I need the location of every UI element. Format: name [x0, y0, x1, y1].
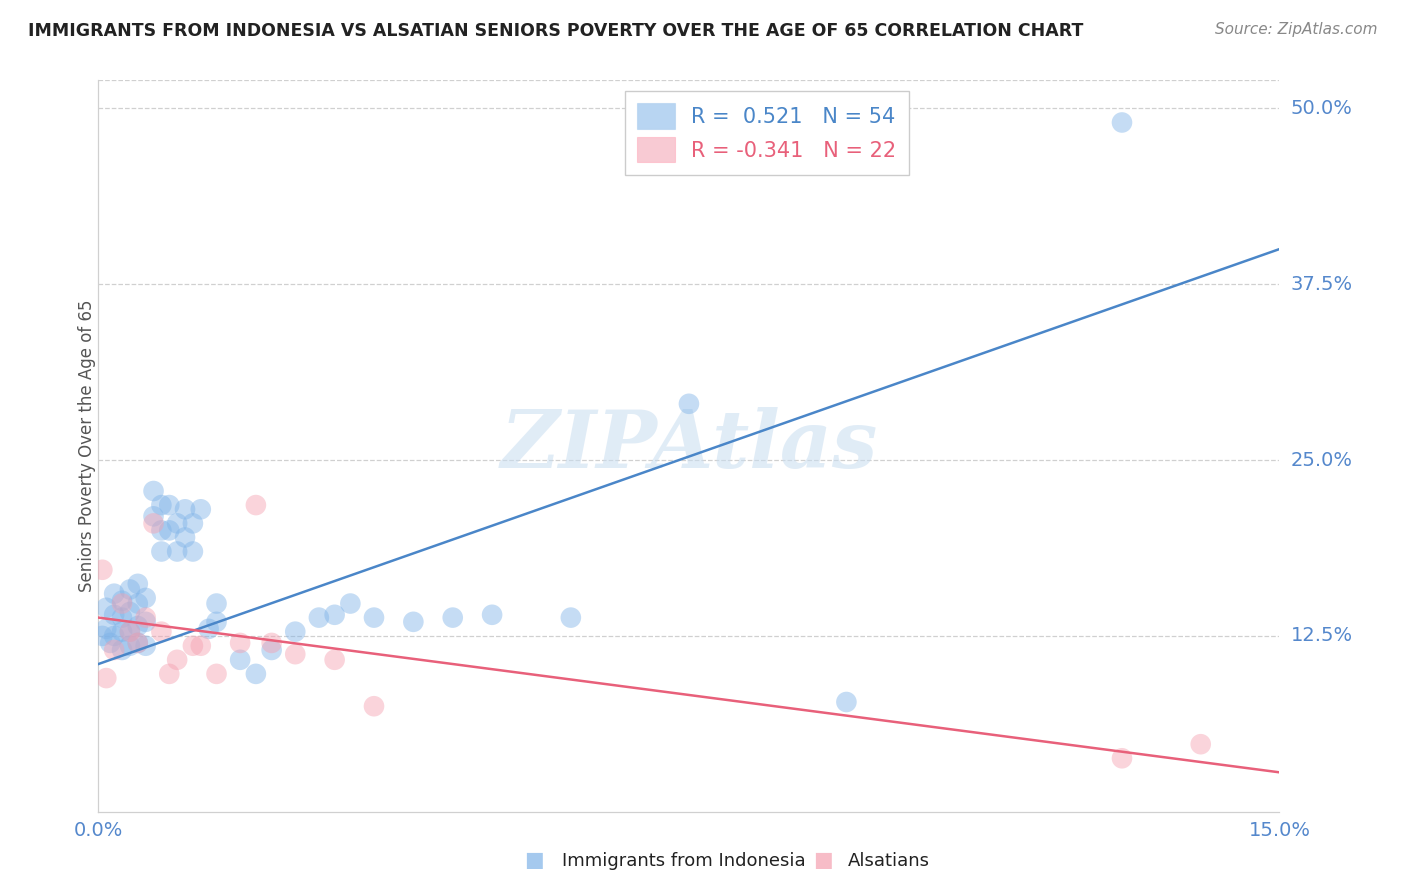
Point	[96, 671, 118, 685]
Point	[142, 509, 165, 524]
Point	[103, 643, 125, 657]
Point	[835, 695, 858, 709]
Point	[157, 498, 180, 512]
Point	[96, 600, 118, 615]
Point	[118, 605, 141, 619]
Point	[402, 615, 425, 629]
Point	[150, 524, 173, 538]
Point	[91, 563, 114, 577]
Point	[157, 524, 180, 538]
Point	[260, 643, 283, 657]
Text: Alsatians: Alsatians	[848, 852, 929, 870]
Point	[205, 666, 228, 681]
Point	[111, 643, 134, 657]
Point	[174, 502, 197, 516]
Point	[260, 636, 283, 650]
Point	[363, 610, 385, 624]
Point	[127, 636, 149, 650]
Point	[1189, 737, 1212, 751]
Point	[323, 607, 346, 622]
Point	[560, 610, 582, 624]
Text: 25.0%: 25.0%	[1291, 450, 1353, 469]
Point	[118, 624, 141, 639]
Point	[150, 544, 173, 558]
Point	[245, 498, 267, 512]
Point	[111, 597, 134, 611]
Point	[135, 639, 157, 653]
Point	[166, 516, 188, 531]
Point	[127, 577, 149, 591]
Point	[181, 639, 204, 653]
Point	[103, 607, 125, 622]
Point	[284, 624, 307, 639]
Point	[142, 483, 165, 498]
Point	[127, 636, 149, 650]
Point	[127, 597, 149, 611]
Point	[1111, 115, 1133, 129]
Point	[91, 629, 114, 643]
Point	[197, 622, 219, 636]
Point	[166, 544, 188, 558]
Point	[142, 516, 165, 531]
Point	[150, 498, 173, 512]
Text: Source: ZipAtlas.com: Source: ZipAtlas.com	[1215, 22, 1378, 37]
Text: IMMIGRANTS FROM INDONESIA VS ALSATIAN SENIORS POVERTY OVER THE AGE OF 65 CORRELA: IMMIGRANTS FROM INDONESIA VS ALSATIAN SE…	[28, 22, 1084, 40]
Point	[135, 591, 157, 605]
Text: 12.5%: 12.5%	[1291, 626, 1353, 646]
Point	[96, 622, 118, 636]
Point	[118, 582, 141, 597]
Point	[103, 629, 125, 643]
Point	[323, 653, 346, 667]
Point	[245, 666, 267, 681]
Point	[190, 502, 212, 516]
Text: ■: ■	[524, 850, 544, 870]
Point	[118, 624, 141, 639]
Y-axis label: Seniors Poverty Over the Age of 65: Seniors Poverty Over the Age of 65	[79, 300, 96, 592]
Point	[166, 653, 188, 667]
Point	[181, 516, 204, 531]
Point	[1111, 751, 1133, 765]
Text: Immigrants from Indonesia: Immigrants from Indonesia	[562, 852, 806, 870]
Point	[118, 639, 141, 653]
Point	[205, 597, 228, 611]
Point	[481, 607, 503, 622]
Point	[135, 615, 157, 629]
Point	[190, 639, 212, 653]
Text: 50.0%: 50.0%	[1291, 99, 1353, 118]
Point	[229, 636, 252, 650]
Point	[441, 610, 464, 624]
Point	[150, 624, 173, 639]
Point	[111, 610, 134, 624]
Point	[174, 530, 197, 544]
Point	[111, 624, 134, 639]
Point	[127, 619, 149, 633]
Point	[157, 666, 180, 681]
Point	[135, 610, 157, 624]
Point	[363, 699, 385, 714]
Point	[98, 636, 121, 650]
Point	[229, 653, 252, 667]
Point	[339, 597, 361, 611]
Text: ■: ■	[813, 850, 832, 870]
Point	[111, 593, 134, 607]
Point	[678, 397, 700, 411]
Point	[181, 544, 204, 558]
Point	[205, 615, 228, 629]
Text: ZIPAtlas: ZIPAtlas	[501, 408, 877, 484]
Text: 37.5%: 37.5%	[1291, 275, 1353, 293]
Point	[284, 647, 307, 661]
Legend: R =  0.521   N = 54, R = -0.341   N = 22: R = 0.521 N = 54, R = -0.341 N = 22	[624, 91, 908, 175]
Point	[103, 587, 125, 601]
Point	[308, 610, 330, 624]
